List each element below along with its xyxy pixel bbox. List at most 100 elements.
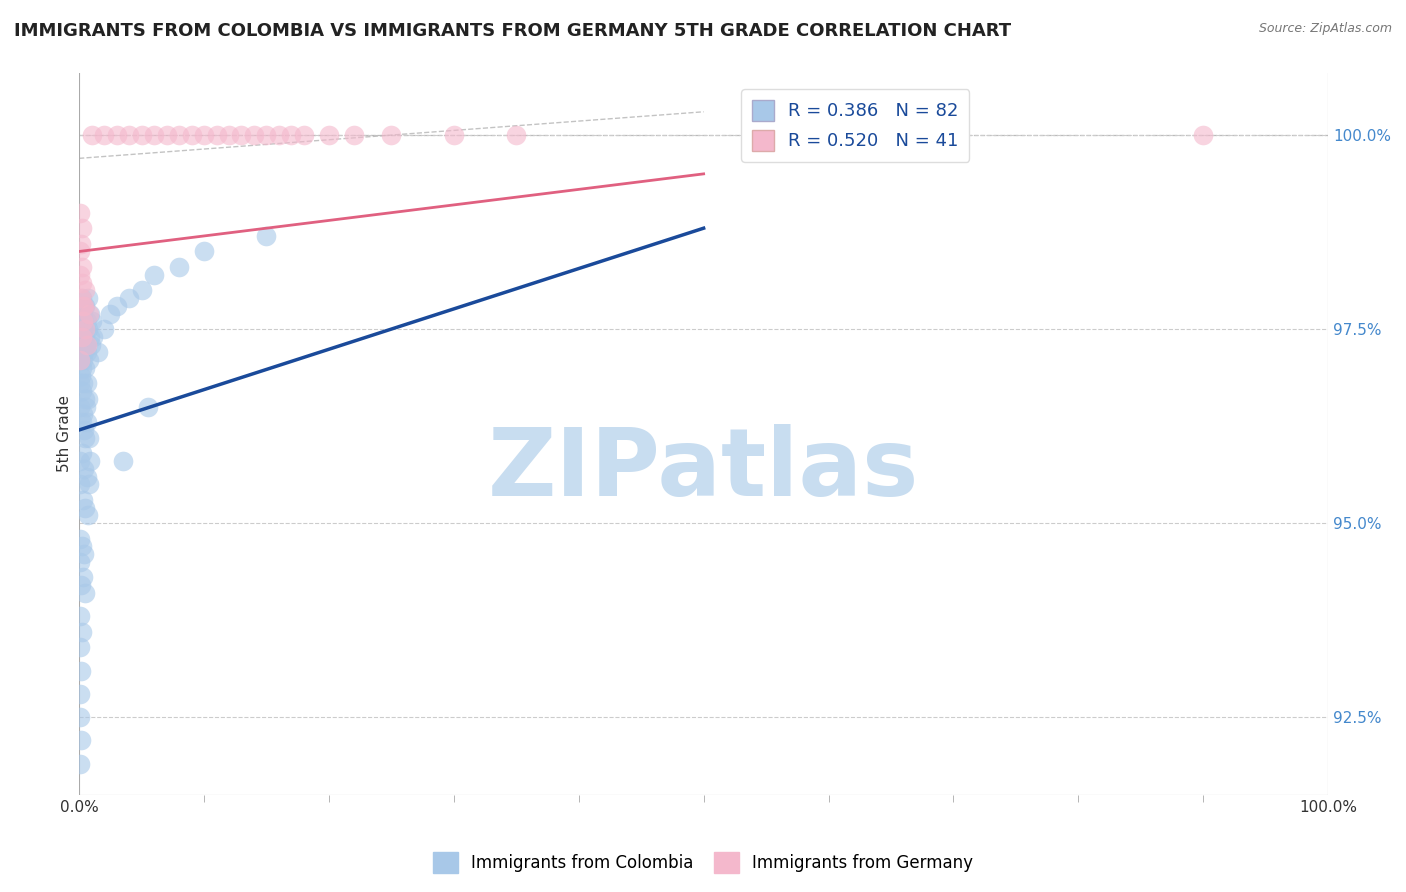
Point [167, 260, 190, 274]
Point [131, 283, 153, 297]
Point [70, 330, 93, 344]
Point [93, 322, 115, 336]
Point [75, 586, 97, 600]
Point [70, 415, 93, 429]
Point [79, 454, 101, 468]
Point [193, 128, 215, 142]
Point [77, 307, 100, 321]
Point [72, 353, 94, 368]
Y-axis label: 5th Grade: 5th Grade [58, 395, 72, 473]
Point [70, 446, 93, 460]
Point [69, 555, 91, 569]
Point [69, 322, 91, 336]
Point [69, 454, 91, 468]
Point [80, 337, 103, 351]
Point [69, 337, 91, 351]
Point [70, 360, 93, 375]
Point [70, 236, 93, 251]
Point [70, 624, 93, 639]
Point [75, 500, 97, 515]
Text: ZIPatlas: ZIPatlas [488, 424, 920, 516]
Point [343, 128, 366, 142]
Point [69, 687, 91, 701]
Point [70, 260, 93, 274]
Point [73, 392, 96, 406]
Point [72, 337, 94, 351]
Legend: Immigrants from Colombia, Immigrants from Germany: Immigrants from Colombia, Immigrants fro… [426, 846, 980, 880]
Point [205, 128, 228, 142]
Point [380, 128, 402, 142]
Point [73, 547, 96, 561]
Point [70, 291, 93, 305]
Point [72, 570, 94, 584]
Point [76, 469, 98, 483]
Point [72, 322, 94, 336]
Point [76, 322, 98, 336]
Point [75, 431, 97, 445]
Point [69, 710, 91, 724]
Point [443, 128, 465, 142]
Point [69, 205, 91, 219]
Point [69, 353, 91, 368]
Point [136, 400, 159, 414]
Point [70, 368, 93, 383]
Point [75, 400, 97, 414]
Point [69, 376, 91, 391]
Point [76, 415, 98, 429]
Point [80, 314, 103, 328]
Point [70, 291, 93, 305]
Point [73, 330, 96, 344]
Point [75, 337, 97, 351]
Point [292, 128, 315, 142]
Point [98, 307, 121, 321]
Point [143, 268, 166, 282]
Point [76, 508, 98, 523]
Point [79, 330, 101, 344]
Point [69, 640, 91, 655]
Point [131, 128, 153, 142]
Point [76, 314, 98, 328]
Point [72, 299, 94, 313]
Point [105, 128, 128, 142]
Point [267, 128, 290, 142]
Point [70, 384, 93, 399]
Point [256, 229, 278, 244]
Point [118, 291, 141, 305]
Point [69, 345, 91, 359]
Point [243, 128, 266, 142]
Point [77, 291, 100, 305]
Point [70, 330, 93, 344]
Point [155, 128, 177, 142]
Point [280, 128, 302, 142]
Point [69, 400, 91, 414]
Point [70, 664, 93, 678]
Point [143, 128, 166, 142]
Point [80, 128, 103, 142]
Point [70, 578, 93, 592]
Point [69, 353, 91, 368]
Point [70, 540, 93, 554]
Text: Source: ZipAtlas.com: Source: ZipAtlas.com [1258, 22, 1392, 36]
Point [72, 376, 94, 391]
Point [118, 128, 141, 142]
Point [231, 128, 253, 142]
Point [77, 353, 100, 368]
Point [111, 454, 134, 468]
Point [79, 307, 101, 321]
Point [69, 756, 91, 771]
Point [75, 299, 97, 313]
Text: IMMIGRANTS FROM COLOMBIA VS IMMIGRANTS FROM GERMANY 5TH GRADE CORRELATION CHART: IMMIGRANTS FROM COLOMBIA VS IMMIGRANTS F… [14, 22, 1011, 40]
Point [180, 128, 202, 142]
Point [77, 431, 100, 445]
Point [72, 408, 94, 422]
Point [73, 462, 96, 476]
Point [73, 314, 96, 328]
Point [72, 314, 94, 328]
Point [505, 128, 527, 142]
Point [77, 477, 100, 491]
Point [72, 307, 94, 321]
Point [70, 314, 93, 328]
Point [167, 128, 190, 142]
Point [193, 244, 215, 259]
Point [318, 128, 340, 142]
